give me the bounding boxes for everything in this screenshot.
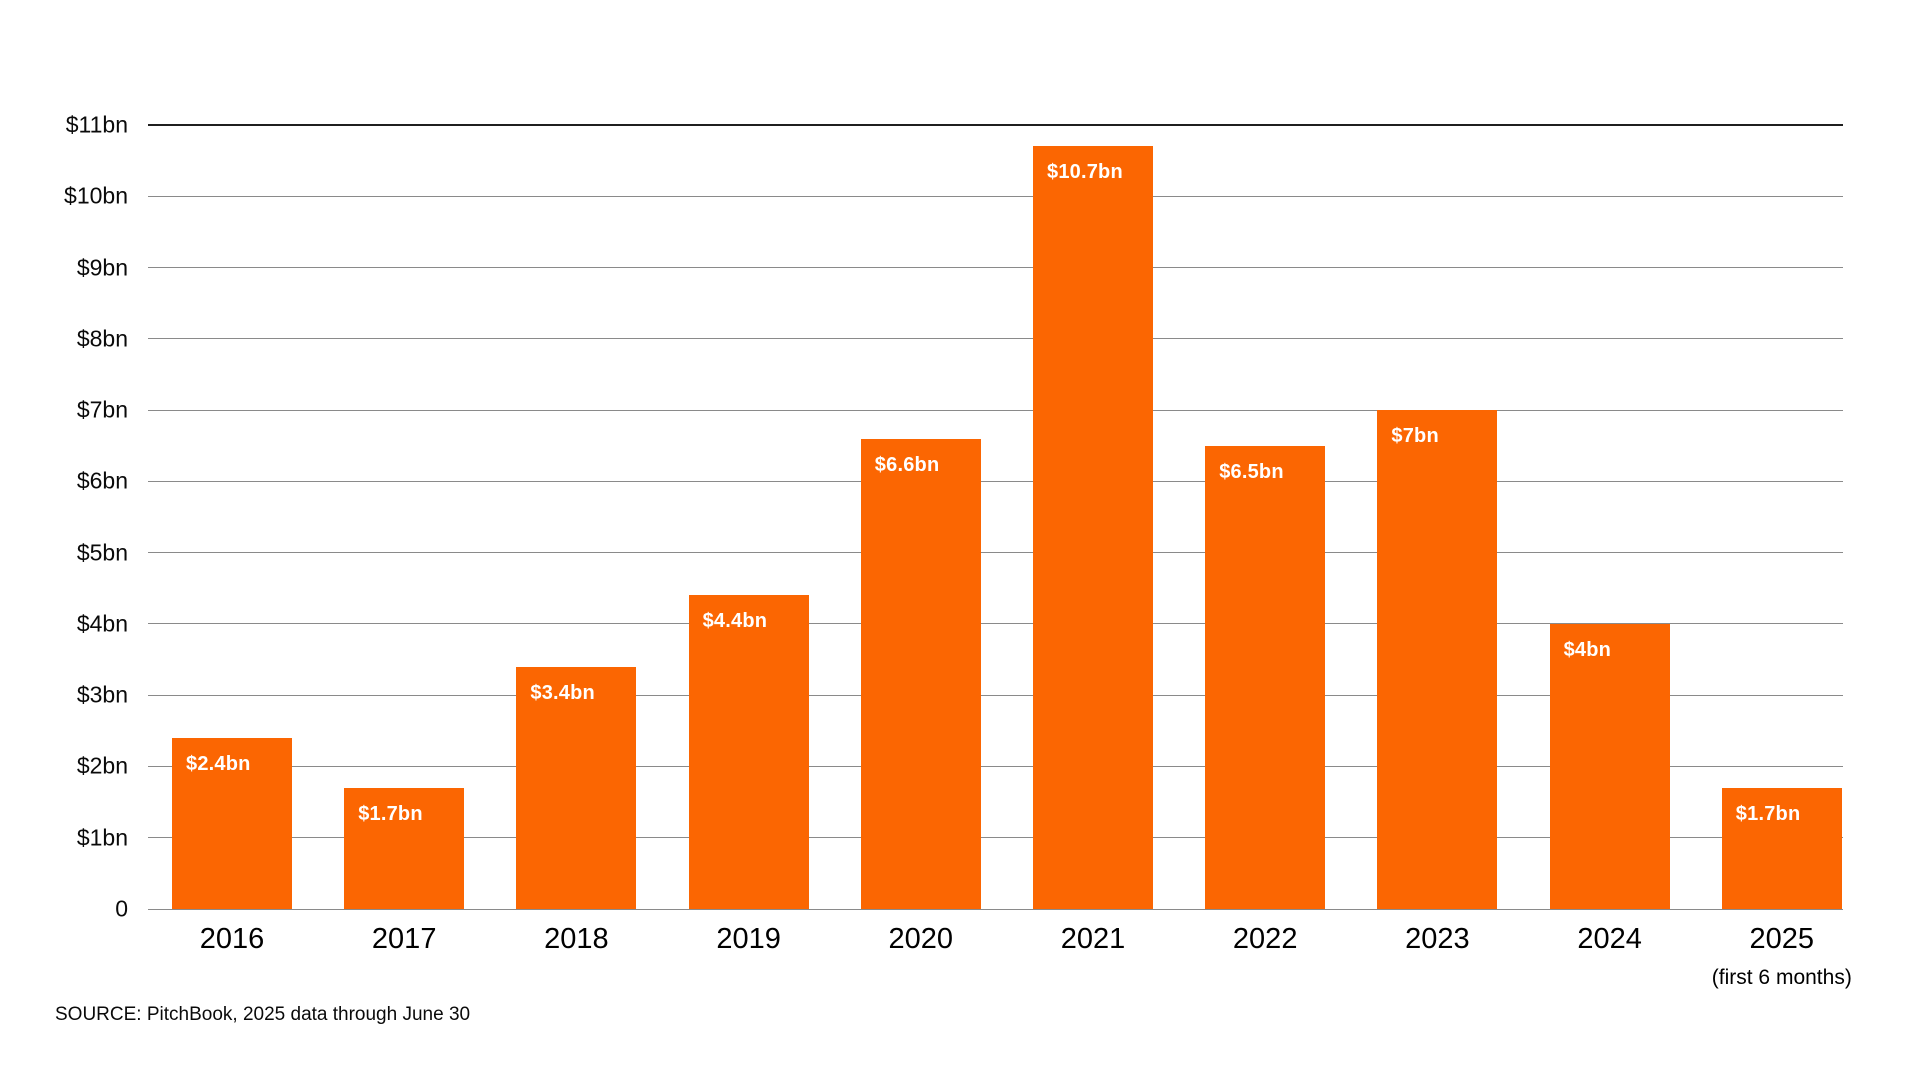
y-axis-tick-label: $1bn [76, 824, 128, 851]
bar-value-label: $1.7bn [358, 802, 423, 825]
gridline [148, 409, 1843, 411]
x-axis-tick-label: 2023 [1405, 923, 1470, 955]
y-axis-tick-label: 0 [115, 895, 128, 922]
bar-value-label: $6.6bn [874, 453, 940, 476]
x-axis-tick-label: 2016 [199, 923, 265, 955]
bar-2022: $6.5bn [1205, 445, 1326, 909]
bar-value-label: $6.5bn [1219, 460, 1284, 483]
gridline [148, 195, 1843, 197]
gridline [148, 837, 1843, 839]
y-axis-tick-label: $5bn [76, 539, 128, 566]
y-axis-tick-label: $10bn [64, 182, 128, 209]
gridline [148, 552, 1843, 554]
y-axis-tick-label: $6bn [76, 467, 128, 494]
bar-value-label: $2.4bn [186, 752, 251, 775]
gridline [148, 623, 1843, 625]
bar-2017: $1.7bn [344, 787, 465, 909]
bar-value-label: $4bn [1563, 638, 1612, 661]
x-axis-tick-label: 2019 [716, 923, 781, 955]
bar-2016: $2.4bn [172, 737, 292, 909]
x-axis-tick-label: 2020 [888, 923, 954, 955]
x-axis-tick-label: 2022 [1232, 923, 1298, 955]
bar-value-label: $1.7bn [1735, 802, 1801, 825]
bar-2019: $4.4bn [688, 595, 809, 909]
y-axis-tick-label: $4bn [76, 610, 128, 637]
y-axis-tick-label: $8bn [76, 325, 128, 352]
bar-2023: $7bn [1377, 410, 1498, 909]
bar-value-label: $3.4bn [530, 681, 595, 704]
x-axis-tick-label: 2021 [1060, 923, 1126, 955]
bar-2021: $10.7bn [1033, 146, 1153, 909]
x-axis-tick-label: 2017 [371, 923, 437, 955]
bar-value-label: $4.4bn [702, 610, 768, 633]
y-axis-tick-label: $9bn [76, 254, 128, 281]
x-axis-tick-label: 2018 [544, 923, 609, 955]
bar-2024: $4bn [1549, 623, 1670, 909]
bar-2018: $3.4bn [516, 666, 637, 909]
source-note: SOURCE: PitchBook, 2025 data through Jun… [55, 1004, 471, 1025]
bar-2020: $6.6bn [860, 438, 981, 909]
gridline [148, 124, 1843, 127]
gridline [148, 267, 1843, 269]
x-axis-tick-label: 2025 [1749, 923, 1815, 955]
gridline [148, 338, 1843, 340]
x-axis-tick-label: 2024 [1577, 923, 1642, 955]
x-axis-note: (first 6 months) [1711, 966, 1852, 989]
gridline [148, 765, 1843, 767]
gridline [148, 480, 1843, 482]
gridline [148, 908, 1843, 910]
y-axis-tick-label: $7bn [76, 396, 128, 423]
bar-2025: $1.7bn [1721, 787, 1842, 909]
plot-area: $11bn $10bn $9bn $8bn $7bn $6bn $5bn $4bn $3bn $2… [64, 113, 1852, 988]
y-axis-tick-label: $2bn [76, 752, 128, 779]
gridline [148, 694, 1843, 696]
y-axis-tick-label: $3bn [76, 681, 128, 708]
bar-value-label: $7bn [1391, 425, 1439, 448]
y-axis-tick-label: $11bn [65, 111, 128, 138]
bar-value-label: $10.7bn [1047, 161, 1123, 184]
